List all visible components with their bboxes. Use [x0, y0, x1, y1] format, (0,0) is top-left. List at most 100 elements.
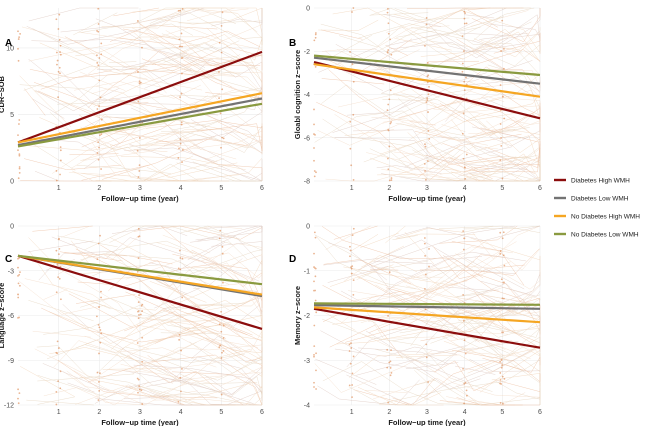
- trajectory-line: [83, 142, 121, 169]
- observation-point: [141, 336, 144, 339]
- observation-point: [461, 70, 464, 73]
- trajectory-line: [133, 149, 168, 152]
- trajectory-line: [430, 312, 541, 344]
- observation-point: [222, 137, 225, 140]
- trajectory-line: [162, 234, 211, 254]
- trajectory-line: [75, 285, 220, 349]
- observation-point: [390, 179, 393, 181]
- trajectory-line: [26, 7, 205, 45]
- trajectory-line: [113, 7, 159, 17]
- trajectory-line: [341, 256, 483, 307]
- trajectory-line: [28, 7, 139, 22]
- observation-point: [424, 178, 427, 181]
- observation-point: [17, 388, 19, 391]
- trajectory-line: [366, 63, 541, 121]
- trajectory-line: [383, 14, 442, 27]
- trajectory-line: [204, 225, 262, 229]
- observation-point: [97, 7, 100, 10]
- trajectory-line: [385, 225, 406, 244]
- observation-point: [499, 123, 502, 125]
- trajectory-line: [472, 126, 526, 139]
- trajectory-line: [392, 378, 435, 406]
- observation-point: [56, 63, 58, 66]
- observation-point: [178, 249, 181, 252]
- observation-point: [59, 146, 62, 148]
- trajectory-line: [456, 289, 492, 297]
- observation-point: [60, 298, 62, 301]
- observation-point: [349, 249, 352, 252]
- observation-point: [503, 264, 506, 267]
- trajectory-line: [322, 118, 461, 180]
- trajectory-line: [395, 123, 530, 138]
- trajectory-line: [64, 36, 193, 75]
- trajectory-line: [360, 232, 399, 248]
- observation-point: [462, 230, 465, 232]
- trajectory-line: [314, 110, 428, 143]
- trajectory-line: [440, 298, 533, 326]
- observation-point: [499, 231, 502, 234]
- trajectory-line: [467, 7, 491, 10]
- trajectory-line: [393, 148, 541, 163]
- observation-point: [501, 364, 504, 367]
- observation-point: [218, 71, 220, 73]
- trajectory-line: [93, 56, 263, 107]
- observation-point: [98, 389, 101, 392]
- observation-point: [98, 79, 101, 82]
- trajectory-line: [81, 7, 258, 33]
- trajectory-line: [369, 148, 412, 169]
- observation-point: [99, 134, 101, 137]
- trajectory-line: [161, 131, 263, 149]
- observation-point: [100, 133, 103, 136]
- observation-point: [138, 80, 141, 83]
- observation-point: [423, 242, 426, 245]
- trajectory-line: [192, 161, 262, 182]
- trajectory-line: [379, 392, 442, 406]
- trajectory-line: [404, 141, 541, 182]
- trajectory-line: [455, 253, 511, 273]
- observation-point: [181, 368, 183, 370]
- trajectory-line: [57, 235, 118, 247]
- trajectory-line: [28, 240, 94, 252]
- y-tick-label: -12: [4, 403, 14, 410]
- trajectory-line: [470, 10, 529, 27]
- observation-point: [17, 59, 20, 62]
- trajectory-line: [325, 225, 371, 250]
- trajectory-line: [149, 385, 263, 406]
- trajectory-line: [479, 32, 529, 40]
- observation-point: [387, 168, 390, 171]
- observation-point: [220, 146, 222, 149]
- trajectory-line: [130, 283, 182, 311]
- observation-point: [349, 245, 351, 248]
- observation-point: [138, 170, 141, 172]
- observation-point: [349, 120, 352, 123]
- observation-point: [56, 340, 59, 343]
- observation-point: [465, 22, 468, 25]
- observation-point: [464, 381, 467, 384]
- trajectory-line: [459, 146, 513, 160]
- x-tick-label: 1: [57, 409, 61, 416]
- trajectory-line: [198, 247, 263, 279]
- trajectory-line: [23, 158, 122, 170]
- panel-label: A: [5, 38, 12, 49]
- observation-point: [179, 142, 182, 145]
- trajectory-line: [109, 24, 218, 42]
- observation-point: [96, 258, 99, 261]
- trajectory-line: [80, 297, 156, 318]
- trajectory-line: [420, 28, 541, 62]
- observation-point: [462, 367, 464, 370]
- trajectory-line: [315, 235, 417, 290]
- observation-point: [17, 293, 19, 296]
- trajectory-line: [409, 121, 436, 126]
- observation-point: [17, 134, 19, 137]
- observation-point: [428, 265, 430, 268]
- trajectory-line: [121, 260, 263, 342]
- observation-point: [178, 338, 181, 341]
- observation-point: [351, 234, 354, 236]
- observation-point: [178, 38, 181, 41]
- observation-point: [424, 254, 426, 257]
- observation-point: [100, 332, 103, 335]
- observation-point: [313, 108, 315, 111]
- observation-point: [220, 310, 223, 313]
- trajectory-line: [482, 356, 541, 373]
- observation-point: [57, 253, 60, 256]
